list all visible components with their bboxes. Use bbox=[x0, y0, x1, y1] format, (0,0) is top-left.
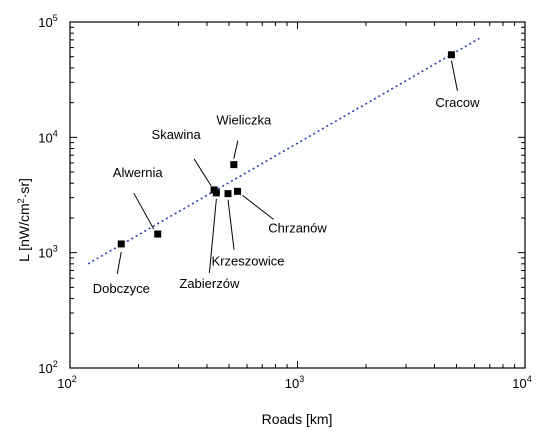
point-label-skawina: Skawina bbox=[152, 127, 202, 142]
leader-skawina bbox=[193, 158, 212, 187]
leader-chrzanów bbox=[242, 194, 274, 220]
point-label-wieliczka: Wieliczka bbox=[216, 113, 272, 128]
x-tick-base: 10 bbox=[512, 376, 526, 391]
data-point-wieliczka bbox=[230, 161, 238, 169]
plot-frame bbox=[69, 21, 526, 369]
y-axis-title-suffix: ·sr] bbox=[16, 178, 32, 198]
leader-zabierzów bbox=[208, 198, 217, 273]
y-tick-label: 102 bbox=[38, 359, 57, 376]
y-tick-exp: 5 bbox=[53, 13, 58, 23]
y-tick-base: 10 bbox=[38, 361, 52, 376]
leader-alwernia bbox=[133, 192, 155, 230]
y-tick-base: 10 bbox=[38, 246, 52, 261]
y-tick-exp: 3 bbox=[53, 244, 58, 254]
leader-dobczyce bbox=[116, 251, 122, 275]
data-point-dobczyce bbox=[117, 240, 125, 248]
point-label-zabierzów: Zabierzów bbox=[179, 276, 240, 291]
axes bbox=[69, 21, 526, 369]
point-label-chrzanów: Chrzanów bbox=[268, 220, 327, 235]
data-point-chrzanów bbox=[234, 187, 242, 195]
points-layer bbox=[117, 51, 455, 248]
x-tick-exp: 2 bbox=[72, 374, 77, 384]
y-axis-title-sup: 2 bbox=[16, 198, 26, 203]
x-tick-base: 10 bbox=[285, 376, 299, 391]
point-label-alwernia: Alwernia bbox=[113, 165, 164, 180]
y-tick-label: 104 bbox=[38, 128, 57, 145]
y-tick-label: 103 bbox=[38, 244, 57, 261]
y-tick-base: 10 bbox=[38, 130, 52, 145]
data-point-krzeszowice bbox=[224, 190, 232, 198]
y-axis-title: L [nW/cm2·sr] bbox=[16, 178, 32, 262]
y-tick-exp: 2 bbox=[53, 359, 58, 369]
data-point-zabierzów bbox=[212, 189, 220, 197]
trend-layer bbox=[87, 37, 480, 265]
x-tick-exp: 4 bbox=[527, 374, 532, 384]
y-tick-base: 10 bbox=[38, 15, 52, 30]
y-tick-label: 105 bbox=[38, 13, 57, 30]
leader-wieliczka bbox=[233, 140, 239, 159]
x-tick-label: 103 bbox=[285, 374, 304, 391]
x-tick-exp: 3 bbox=[299, 374, 304, 384]
x-axis-title: Roads [km] bbox=[262, 411, 333, 427]
point-label-krzeszowice: Krzeszowice bbox=[212, 254, 285, 269]
leader-cracow bbox=[450, 60, 458, 91]
data-point-cracow bbox=[447, 51, 455, 59]
y-axis-title-prefix: L [nW/cm bbox=[16, 203, 32, 262]
leader-krzeszowice bbox=[227, 199, 235, 250]
data-point-alwernia bbox=[154, 230, 162, 238]
point-label-cracow: Cracow bbox=[435, 95, 480, 110]
labels-layer: Dobczyce Alwernia Skawina Zabierzów Krzeszow… bbox=[93, 60, 480, 296]
trend-line bbox=[87, 37, 480, 265]
point-label-dobczyce: Dobczyce bbox=[93, 281, 150, 296]
x-tick-label: 104 bbox=[512, 374, 531, 391]
x-tick-label: 102 bbox=[57, 374, 76, 391]
y-tick-exp: 4 bbox=[53, 128, 58, 138]
x-tick-base: 10 bbox=[57, 376, 71, 391]
